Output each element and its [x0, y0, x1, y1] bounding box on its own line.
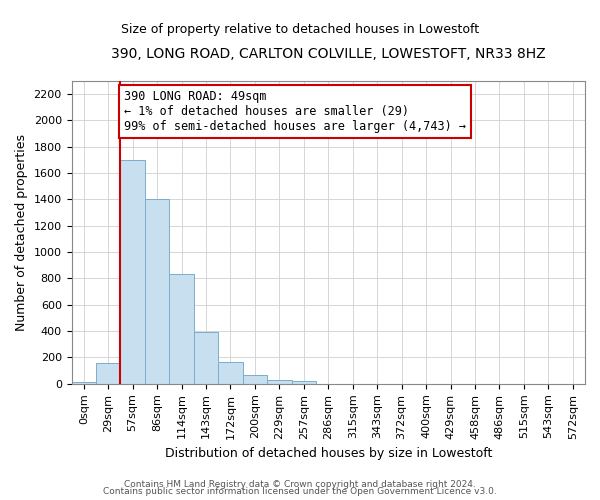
Text: 390 LONG ROAD: 49sqm
← 1% of detached houses are smaller (29)
99% of semi-detach: 390 LONG ROAD: 49sqm ← 1% of detached ho… — [124, 90, 466, 133]
Bar — [145, 200, 169, 384]
Bar — [169, 274, 194, 384]
Text: Contains HM Land Registry data © Crown copyright and database right 2024.: Contains HM Land Registry data © Crown c… — [124, 480, 476, 489]
Text: Size of property relative to detached houses in Lowestoft: Size of property relative to detached ho… — [121, 22, 479, 36]
Y-axis label: Number of detached properties: Number of detached properties — [15, 134, 28, 331]
Bar — [71, 382, 96, 384]
Title: 390, LONG ROAD, CARLTON COLVILLE, LOWESTOFT, NR33 8HZ: 390, LONG ROAD, CARLTON COLVILLE, LOWEST… — [111, 48, 545, 62]
Bar — [96, 362, 121, 384]
Bar — [218, 362, 242, 384]
Bar — [194, 332, 218, 384]
Bar — [267, 380, 292, 384]
Bar — [292, 380, 316, 384]
Text: Contains public sector information licensed under the Open Government Licence v3: Contains public sector information licen… — [103, 487, 497, 496]
Bar — [242, 376, 267, 384]
X-axis label: Distribution of detached houses by size in Lowestoft: Distribution of detached houses by size … — [164, 447, 492, 460]
Bar — [121, 160, 145, 384]
